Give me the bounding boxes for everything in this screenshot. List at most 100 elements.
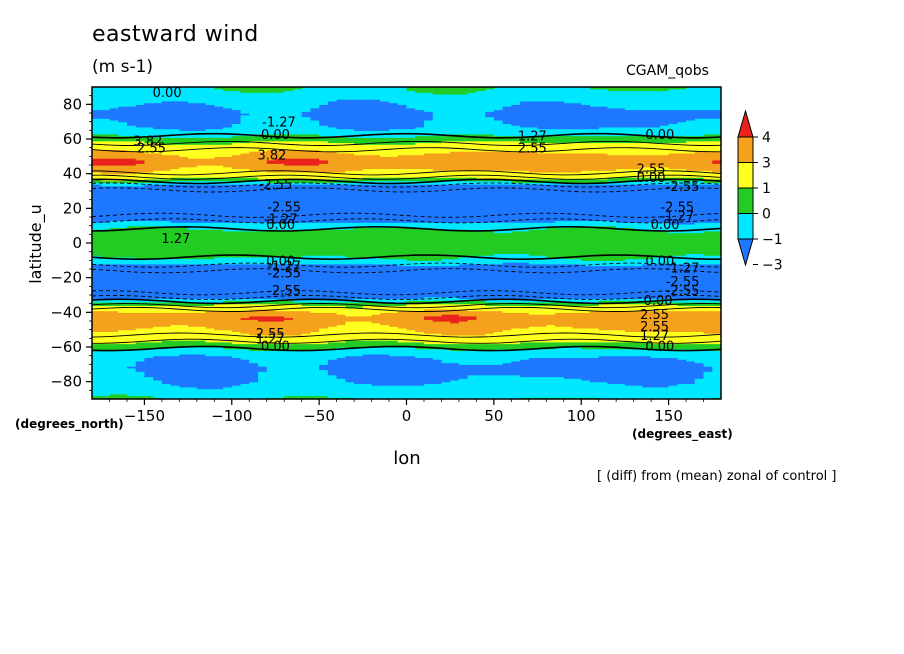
x-tick-label: 100 bbox=[567, 407, 596, 425]
contour-band-cell bbox=[92, 201, 721, 204]
contour-band-cell bbox=[126, 366, 268, 369]
contour-band-cell bbox=[607, 88, 670, 92]
contour-band-cell bbox=[668, 385, 721, 388]
contour-band-cell bbox=[92, 305, 346, 308]
contour-band-cell bbox=[520, 374, 705, 378]
contour-band-cell bbox=[458, 314, 721, 317]
contour-band-cell bbox=[493, 348, 713, 352]
contour-band-cell bbox=[520, 100, 565, 104]
contour-band-cell bbox=[92, 336, 721, 339]
contour-band-cell bbox=[712, 161, 721, 164]
contour-band-cell bbox=[92, 194, 721, 197]
contour-band-cell bbox=[92, 109, 242, 112]
contour-band-cell bbox=[598, 355, 652, 358]
contour-band-cell bbox=[703, 374, 721, 378]
contour-band-cell bbox=[310, 116, 434, 119]
contour-band-cell bbox=[423, 109, 495, 112]
contour-band-cell bbox=[581, 102, 721, 105]
contour-band-cell bbox=[458, 321, 721, 324]
contour-band-cell bbox=[179, 128, 207, 131]
contour-band-cell bbox=[92, 161, 146, 164]
contour-line bbox=[92, 147, 721, 153]
contour-band-cell bbox=[231, 166, 643, 170]
contour-band-cell bbox=[179, 353, 207, 357]
contour-band-cell bbox=[231, 125, 329, 128]
contour-band-cell bbox=[677, 303, 721, 306]
contour-band-cell bbox=[240, 357, 338, 360]
contour-band-cell bbox=[266, 366, 320, 369]
contour-band-cell bbox=[485, 88, 609, 92]
contour-band-cell bbox=[319, 104, 408, 107]
contour-band-cell bbox=[92, 267, 721, 270]
contour-band-cell bbox=[284, 395, 329, 398]
contour-band-cell bbox=[92, 102, 146, 105]
contour-band-cell bbox=[92, 168, 172, 171]
contour-band-cell bbox=[537, 126, 600, 130]
contour-band-cell bbox=[92, 210, 721, 213]
contour-band-cell bbox=[126, 123, 233, 126]
contour-band-cell bbox=[196, 165, 224, 168]
contour-band-cell bbox=[92, 156, 189, 159]
contour-band-cell bbox=[703, 331, 721, 334]
contour-band-cell bbox=[240, 383, 373, 386]
contour-band-cell bbox=[423, 383, 626, 386]
contour-line bbox=[92, 298, 721, 305]
x-tick-label: −150 bbox=[124, 407, 165, 425]
contour-band-cell bbox=[598, 126, 721, 130]
contour-band-cell bbox=[589, 310, 721, 313]
contour-band-cell bbox=[161, 340, 207, 343]
contour-band-cell bbox=[423, 119, 504, 123]
y-tick-label: 0 bbox=[72, 234, 82, 252]
colorbar-label: 4 bbox=[762, 130, 771, 146]
contour-band-cell bbox=[92, 158, 137, 161]
contour-band-cell bbox=[441, 360, 512, 364]
contour-band-cell bbox=[546, 227, 635, 230]
contour-value-label: 0.00 bbox=[261, 128, 290, 143]
contour-band-cell bbox=[231, 123, 320, 126]
contour-band-cell bbox=[354, 152, 425, 156]
contour-band-cell bbox=[607, 180, 705, 183]
contour-band-cell bbox=[467, 92, 721, 95]
contour-band-cell bbox=[92, 185, 721, 189]
contour-band-cell bbox=[616, 225, 721, 228]
contour-band-cell bbox=[485, 114, 721, 118]
contour-line bbox=[92, 303, 721, 309]
contour-band-cell bbox=[92, 204, 721, 208]
contour-band-cell bbox=[607, 177, 705, 180]
contour-line bbox=[92, 345, 721, 352]
contour-band-cell bbox=[712, 159, 721, 163]
x-tick-label: 50 bbox=[484, 407, 503, 425]
contour-band-cell bbox=[354, 227, 434, 230]
contour-band-cell bbox=[92, 171, 102, 175]
contour-band-cell bbox=[589, 104, 721, 107]
contour-band-cell bbox=[92, 243, 721, 246]
contour-band-cell bbox=[686, 359, 721, 362]
contour-band-cell bbox=[563, 256, 652, 260]
contour-band-cell bbox=[528, 229, 652, 232]
contour-band-cell bbox=[686, 87, 721, 90]
contour-band-cell bbox=[135, 360, 250, 364]
contour-band-cell bbox=[380, 99, 721, 102]
contour-band-cell bbox=[310, 118, 434, 121]
contour-value-label: 1.27 bbox=[518, 130, 547, 145]
contour-band-cell bbox=[327, 371, 705, 374]
contour-band-cell bbox=[92, 329, 119, 332]
contour-band-cell bbox=[214, 156, 721, 159]
contour-band-cell bbox=[598, 397, 713, 399]
contour-value-label: 2.55 bbox=[640, 308, 669, 323]
contour-band-cell bbox=[389, 100, 521, 104]
contour-band-cell bbox=[92, 165, 198, 168]
contour-band-cell bbox=[92, 217, 721, 220]
contour-band-cell bbox=[92, 390, 721, 393]
contour-band-cell bbox=[144, 161, 268, 164]
contour-band-cell bbox=[135, 362, 259, 365]
contour-band-cell bbox=[511, 104, 591, 107]
contour-band-cell bbox=[92, 189, 721, 192]
contour-band-cell bbox=[345, 322, 381, 326]
contour-band-cell bbox=[179, 166, 233, 170]
contour-band-cell bbox=[284, 315, 425, 319]
contour-band-cell bbox=[607, 106, 721, 109]
contour-band-cell bbox=[92, 99, 338, 102]
contour-band-cell bbox=[345, 378, 460, 381]
